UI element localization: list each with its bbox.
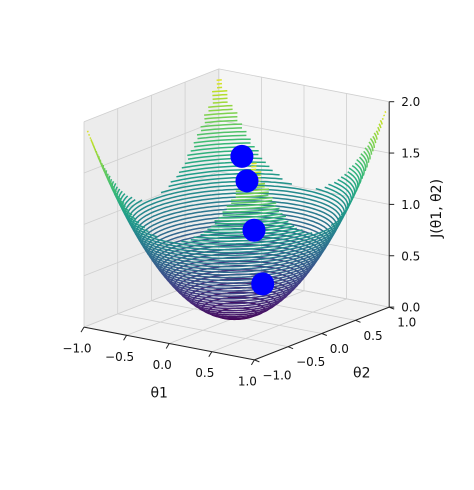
x-tick-label: 0.0 <box>153 358 172 372</box>
z-axis-label: J(θ1, θ2) <box>429 179 445 239</box>
y-tick-label: 1.0 <box>397 316 416 330</box>
x-tick <box>165 343 170 349</box>
contour-line <box>119 165 354 234</box>
contour-line <box>191 286 282 314</box>
contour-line <box>139 207 334 265</box>
x-tick <box>250 359 255 366</box>
grid-line <box>83 68 219 123</box>
contour-line <box>145 219 328 273</box>
x-tick-label: 0.5 <box>195 366 214 380</box>
contour-line <box>131 192 342 254</box>
contour-line <box>88 82 386 168</box>
grid-line <box>218 68 390 103</box>
contour-line <box>98 112 376 193</box>
contour-line <box>99 115 374 195</box>
contour-line <box>95 104 378 186</box>
grid-line <box>83 119 219 174</box>
contour-line <box>141 211 332 268</box>
contour-line <box>122 172 351 240</box>
contour-line <box>162 248 311 292</box>
contour-line <box>121 169 353 237</box>
contour-line <box>92 97 381 180</box>
contour-line <box>143 215 330 271</box>
y-axis-label: θ2 <box>353 366 370 382</box>
contour-line <box>108 138 365 213</box>
grid-line <box>117 313 289 348</box>
z-tick-label: 0.0 <box>401 301 420 315</box>
z-tick-label: 2.0 <box>401 95 420 109</box>
contour-line <box>91 93 382 177</box>
contour-line <box>100 119 373 198</box>
contour-line <box>90 90 383 174</box>
y-tick <box>287 346 294 350</box>
contour-line <box>129 188 344 251</box>
x-tick-label: −0.5 <box>105 350 134 364</box>
contour-line <box>102 123 371 202</box>
contour-line <box>114 153 359 225</box>
contour-lines <box>86 79 387 321</box>
contour-line <box>113 149 361 222</box>
contour-line <box>137 204 336 262</box>
gradient-points <box>230 144 275 296</box>
y-tick <box>321 333 327 336</box>
contour-line <box>126 180 347 245</box>
contour-line <box>133 196 340 257</box>
y-tick <box>355 319 361 323</box>
x-tick-label: −1.0 <box>62 342 91 356</box>
contour-line <box>109 142 364 216</box>
contour-line <box>103 127 370 204</box>
descent-point <box>242 218 266 242</box>
contour-line <box>86 79 387 165</box>
contour-line <box>106 134 367 210</box>
x-tick <box>123 335 128 341</box>
x-tick <box>208 351 213 357</box>
contour-line <box>89 86 384 171</box>
x-axis-label: θ1 <box>150 386 167 402</box>
z-tick-label: 1.0 <box>401 198 420 212</box>
descent-point <box>251 272 275 296</box>
descent-point <box>235 169 259 193</box>
contour-line <box>96 108 377 189</box>
contour-line <box>94 101 379 183</box>
contour-line <box>124 176 349 242</box>
contour-line <box>135 200 338 259</box>
x-tick-label: 1.0 <box>238 374 257 388</box>
contour-line <box>116 157 358 228</box>
descent-point <box>230 144 254 168</box>
x-tick <box>80 326 85 333</box>
contour-line <box>105 130 368 207</box>
contour-line <box>117 161 356 231</box>
grid-line <box>83 171 219 225</box>
tick-labels: −1.0−0.50.00.51.0 −1.0−0.50.00.51.00.00.5… <box>62 95 420 388</box>
z-tick-label: 0.5 <box>401 249 420 263</box>
contour-line <box>111 146 362 219</box>
y-tick-label: −0.5 <box>296 355 325 369</box>
grid-line <box>218 119 390 154</box>
y-tick-label: 0.0 <box>330 342 349 356</box>
y-tick-label: 0.5 <box>364 329 383 343</box>
y-tick <box>254 359 260 363</box>
contour-line <box>208 301 266 320</box>
y-tick-label: −1.0 <box>262 368 291 382</box>
z-tick-label: 1.5 <box>401 147 420 161</box>
contour-line <box>128 184 346 248</box>
